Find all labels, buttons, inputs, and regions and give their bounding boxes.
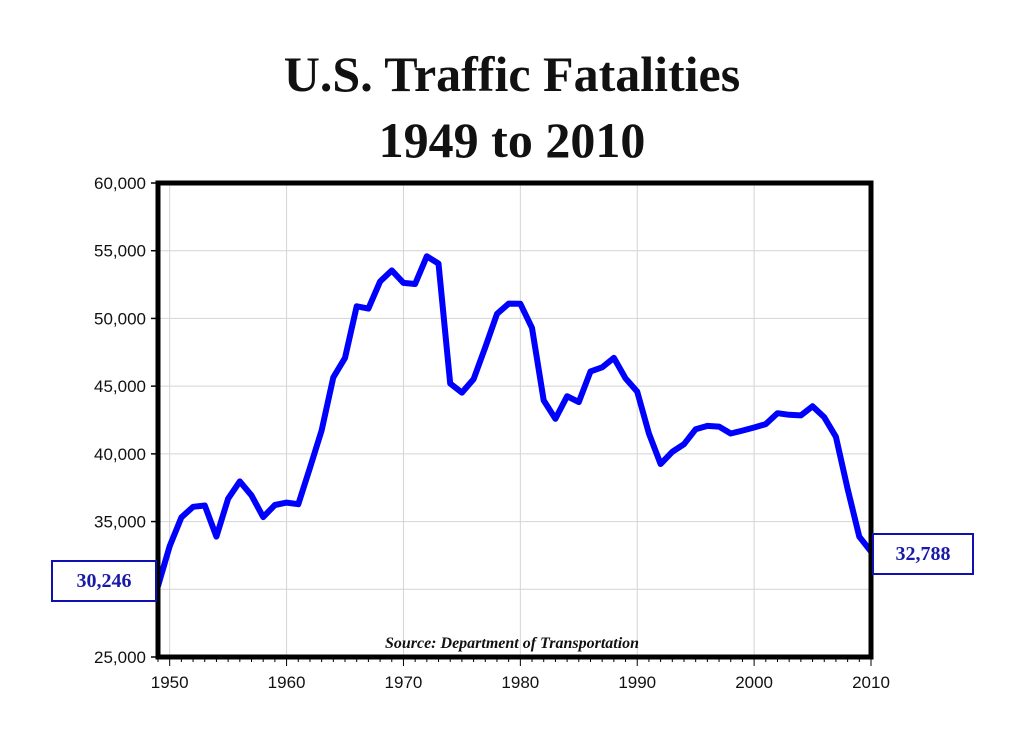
gridlines (158, 183, 872, 657)
plot-frame (155, 180, 874, 660)
source-note: Source: Department of Transportation (385, 635, 639, 652)
y-tick-label: 55,000 (94, 242, 146, 261)
series-line (155, 253, 874, 589)
x-tick-label: 2000 (735, 673, 773, 692)
x-tick-label: 1970 (385, 673, 423, 692)
x-axis: 1950 1960 1970 1980 1990 2000 2010 (151, 657, 890, 692)
x-tick-label: 1980 (501, 673, 539, 692)
chart-subtitle: 1949 to 2010 (378, 112, 646, 168)
end-value-label: 32,788 (872, 533, 974, 575)
x-tick-label: 1990 (618, 673, 656, 692)
y-tick-label: 50,000 (94, 309, 146, 328)
x-tick-label: 1960 (268, 673, 306, 692)
y-tick-label: 40,000 (94, 445, 146, 464)
y-tick-label: 45,000 (94, 377, 146, 396)
x-tick-label: 2010 (852, 673, 890, 692)
chart-title: U.S. Traffic Fatalities (283, 46, 741, 102)
start-value-label: 30,246 (51, 560, 157, 602)
y-tick-label: 25,000 (94, 648, 146, 667)
y-tick-label: 60,000 (94, 174, 146, 193)
y-tick-label: 35,000 (94, 513, 146, 532)
x-tick-label: 1950 (151, 673, 189, 692)
